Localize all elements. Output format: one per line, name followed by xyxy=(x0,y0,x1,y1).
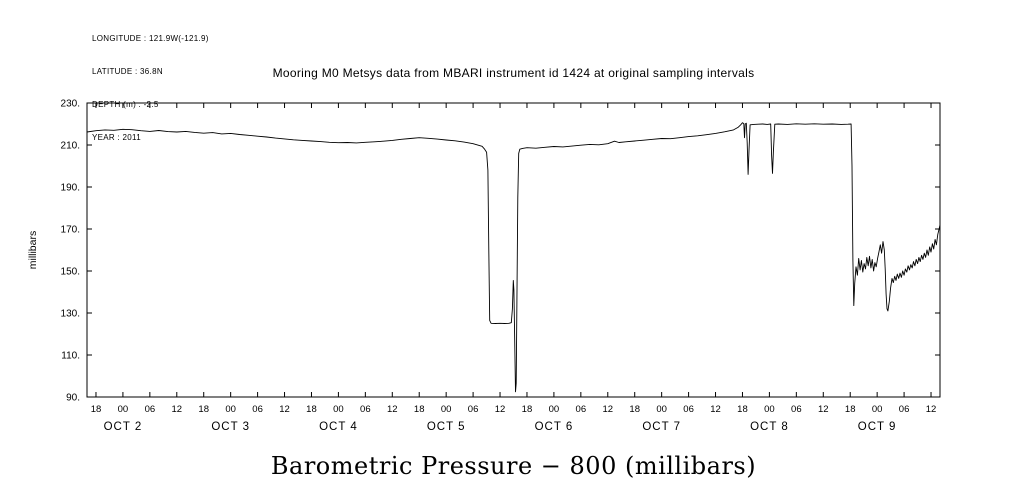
x-tick-label: 00 xyxy=(118,404,129,415)
chart-title: Mooring M0 Metsys data from MBARI instru… xyxy=(272,66,755,80)
x-date-label: OCT 5 xyxy=(427,421,466,433)
x-tick-label: 06 xyxy=(468,404,479,415)
y-tick-label: 170. xyxy=(61,225,80,236)
y-tick-label: 150. xyxy=(61,267,80,278)
x-date-label: OCT 9 xyxy=(858,421,897,433)
y-tick-label: 130. xyxy=(61,309,80,320)
x-date-label: OCT 8 xyxy=(750,421,789,433)
bottom-axis-title: Barometric Pressure − 800 (millibars) xyxy=(270,452,757,480)
x-tick-label: 06 xyxy=(252,404,263,415)
x-tick-label: 00 xyxy=(225,404,236,415)
x-date-label: OCT 6 xyxy=(535,421,574,433)
plot-frame xyxy=(86,102,941,398)
x-tick-label: 18 xyxy=(414,404,425,415)
x-tick-label: 00 xyxy=(656,404,667,415)
x-tick-label: 12 xyxy=(172,404,183,415)
x-tick-label: 18 xyxy=(845,404,856,415)
x-date-label: OCT 2 xyxy=(104,421,143,433)
x-tick-label: 18 xyxy=(737,404,748,415)
x-tick-label: 18 xyxy=(522,404,533,415)
x-tick-label: 00 xyxy=(441,404,452,415)
x-tick-label: 18 xyxy=(306,404,317,415)
x-tick-label: 06 xyxy=(791,404,802,415)
x-tick-label: 18 xyxy=(629,404,640,415)
x-tick-label: 06 xyxy=(145,404,156,415)
y-tick-label: 190. xyxy=(61,183,80,194)
y-tick-label: 210. xyxy=(61,141,80,152)
x-tick-label: 12 xyxy=(926,404,937,415)
metadata-latitude: LATITUDE : 36.8N xyxy=(92,67,163,76)
x-tick-label: 06 xyxy=(576,404,587,415)
y-tick-label: 90. xyxy=(66,393,80,404)
x-tick-label: 06 xyxy=(360,404,371,415)
x-tick-label: 00 xyxy=(333,404,344,415)
x-tick-label: 18 xyxy=(91,404,102,415)
metadata-block: LONGITUDE : 121.9W(-121.9) LATITUDE : 36… xyxy=(92,11,209,154)
metadata-longitude: LONGITUDE : 121.9W(-121.9) xyxy=(92,34,209,43)
x-tick-label: 18 xyxy=(198,404,209,415)
x-tick-label: 00 xyxy=(549,404,560,415)
x-tick-label: 00 xyxy=(764,404,775,415)
metadata-year: YEAR : 2011 xyxy=(92,133,141,142)
x-date-label: OCT 3 xyxy=(211,421,250,433)
x-tick-label: 12 xyxy=(710,404,721,415)
x-date-label: OCT 7 xyxy=(642,421,681,433)
x-tick-label: 12 xyxy=(387,404,398,415)
pressure-series-line xyxy=(86,122,941,393)
x-tick-label: 06 xyxy=(683,404,694,415)
y-axis-label: millibars xyxy=(27,231,39,270)
metadata-depth: DEPTH (m) : -2.5 xyxy=(92,100,159,109)
x-tick-label: 12 xyxy=(818,404,829,415)
x-date-label: OCT 4 xyxy=(319,421,358,433)
x-tick-label: 06 xyxy=(899,404,910,415)
y-tick-label: 230. xyxy=(61,99,80,110)
y-tick-label: 110. xyxy=(61,351,80,362)
x-tick-label: 12 xyxy=(279,404,290,415)
x-tick-label: 12 xyxy=(602,404,613,415)
x-tick-label: 12 xyxy=(495,404,506,415)
x-tick-label: 00 xyxy=(872,404,883,415)
